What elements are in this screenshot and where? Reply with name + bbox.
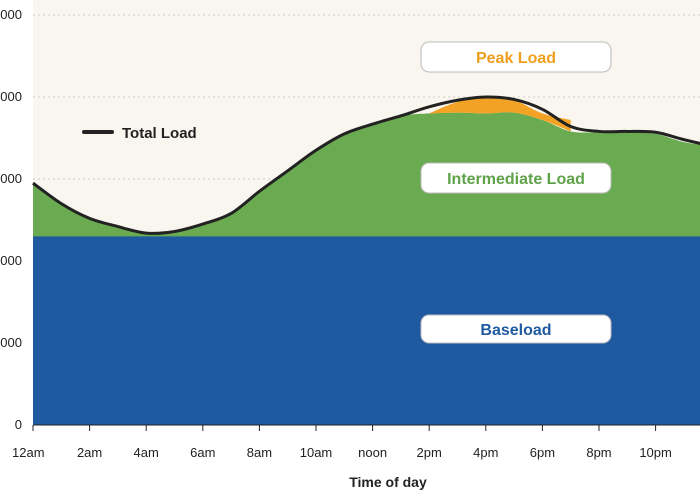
- series-labels: Peak Load Intermediate Load Baseload: [420, 41, 612, 344]
- series-label-box-baseload: [420, 314, 612, 344]
- x-tick-label: 8am: [247, 445, 272, 460]
- x-tick-label: 10pm: [639, 445, 672, 460]
- y-tick-label: 000: [0, 89, 22, 104]
- series-label-intermediate-load: Intermediate Load: [447, 171, 585, 188]
- y-tick-label: 000: [0, 253, 22, 268]
- x-tick-label: 10am: [300, 445, 333, 460]
- x-axis-ticks: 12am 2am 4am 6am 8am 10am noon 2pm 4pm 6pm 8pm 10pm: [12, 425, 672, 460]
- x-tick-label: 4am: [134, 445, 159, 460]
- x-tick-label: 6pm: [530, 445, 555, 460]
- x-axis-title: Time of day: [349, 474, 427, 490]
- x-tick-label: 2pm: [417, 445, 442, 460]
- legend: Total Load: [82, 125, 197, 142]
- area-peak-load: [429, 96, 571, 132]
- y-tick-label: 000: [0, 171, 22, 186]
- x-tick-label: 8pm: [586, 445, 611, 460]
- y-tick-label: 000: [0, 335, 22, 350]
- series-label-box-intermediate-load: [420, 162, 612, 194]
- legend-label-total-load: Total Load: [122, 125, 197, 142]
- x-tick-label: noon: [358, 445, 387, 460]
- x-tick-label: 2am: [77, 445, 102, 460]
- series-label-box-peak-load: [420, 41, 612, 73]
- series-label-baseload: Baseload: [480, 322, 551, 339]
- x-tick-label: 6am: [190, 445, 215, 460]
- x-tick-label: 12am: [12, 445, 45, 460]
- y-tick-label: 000: [0, 7, 22, 22]
- total-load-line: [32, 95, 700, 235]
- x-tick-label: 4pm: [473, 445, 498, 460]
- series-label-peak-load: Peak Load: [476, 50, 556, 67]
- y-tick-label: 0: [15, 417, 22, 432]
